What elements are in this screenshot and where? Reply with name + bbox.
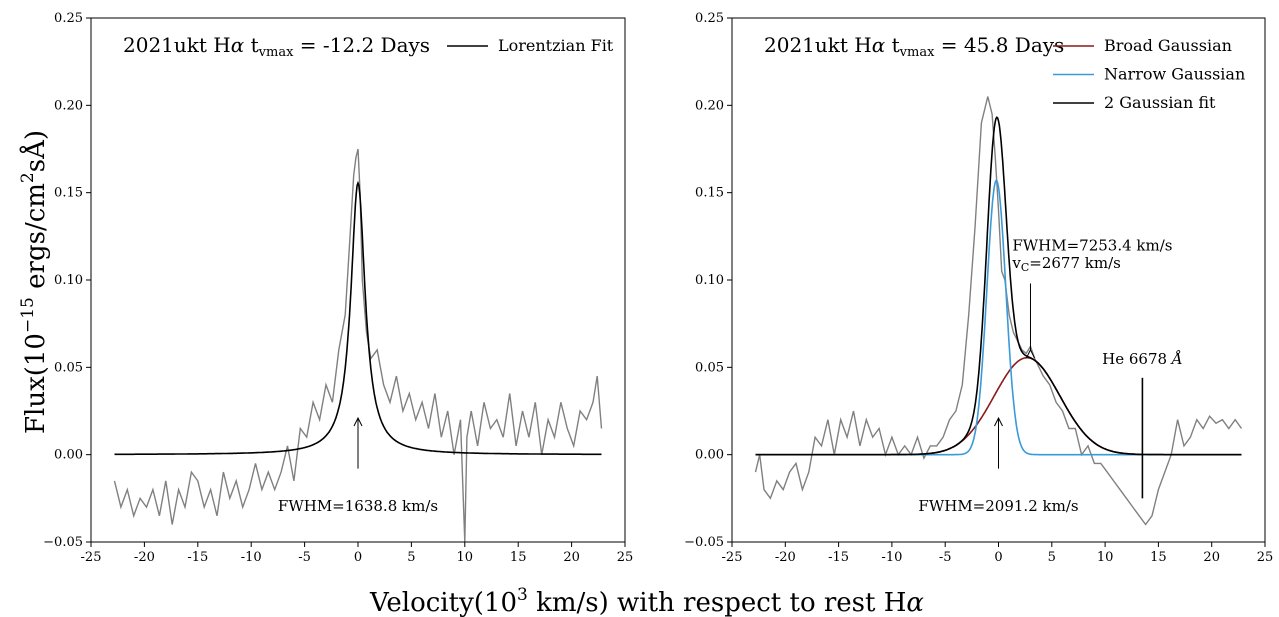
y-tick-label: −0.05 [684,535,724,550]
y-tick-label: 0.10 [695,273,724,288]
x-tick-label: -10 [881,550,902,565]
ylabel-suffix: ergs/cm [21,183,51,297]
x-tick-label: -15 [828,550,849,565]
x-tick-label: 15 [510,550,527,565]
x-tick-label: -10 [241,550,262,565]
y-tick-label: 0.05 [54,360,83,375]
panel-title: 2021ukt Hα tvmax = 45.8 Days [764,33,1064,60]
title-subscript: vmax [258,45,294,60]
title-t: t [885,33,899,57]
series-observed-spectrum [754,96,1243,526]
x-tick-label: -20 [775,550,796,565]
title-subscript: vmax [899,45,935,60]
x-tick-label: -15 [187,550,208,565]
title-t: t [244,33,258,57]
title-prefix: 2021ukt H [123,33,231,57]
x-tick-label: 5 [1048,550,1056,565]
ylabel-end: sÅ) [19,130,51,172]
figure-y-label: Flux(10−15 ergs/cm2sÅ) [18,130,51,434]
y-tick-label: 0.15 [695,186,724,201]
legend-label: Broad Gaussian [1104,36,1232,55]
x-tick-label: 10 [1097,550,1114,565]
ylabel-square: 2 [18,172,38,183]
panel-left: -25 -20 -15 -10 -5 0 5 10 15 20 25 −0.05 0.00 0.05 0.1… [43,11,633,565]
x-tick-label: 0 [354,550,362,565]
he-angstrom: Å [1170,350,1183,368]
x-tick-label: -5 [939,550,952,565]
panel-right: -25 -20 -15 -10 -5 0 5 10 15 20 25 −0.05 0.00 0.05 0.1… [684,11,1273,565]
title-prefix: 2021ukt H [764,33,872,57]
title-value: = 45.8 Days [934,33,1064,57]
x-tick-label: 25 [1257,550,1274,565]
figure-x-label: Velocity(103 km/s) with respect to rest … [369,585,924,617]
x-tick-label: -20 [134,550,155,565]
xlabel-alpha: α [906,588,924,617]
vc-sub: C [1021,261,1029,274]
he-text: He 6678 [1102,350,1172,368]
plot-frame [90,17,626,543]
x-tick-label: -25 [722,550,743,565]
x-tick-label: 20 [563,550,580,565]
x-tick-label: 25 [617,550,634,565]
x-tick-label: 10 [457,550,474,565]
x-tick-label: 0 [994,550,1002,565]
panel-title: 2021ukt Hα tvmax = -12.2 Days [123,33,430,60]
xlabel-suffix: km/s) with respect to rest H [528,588,907,617]
title-alpha: α [872,33,886,57]
x-tick-label: -5 [298,550,311,565]
ylabel-exponent: −15 [18,297,38,333]
annotation-he: He 6678 Å [1102,350,1183,368]
plot-frame [731,17,1266,543]
vc-rest: =2677 km/s [1029,254,1121,272]
xlabel-exponent: 3 [517,585,528,605]
y-tick-label: 0.00 [695,448,724,463]
y-tick-label: 0.25 [695,11,724,26]
series-lorentzian-fit [114,180,602,456]
y-tick-label: 0.00 [54,448,83,463]
vc-v: v [1011,254,1021,272]
title-value: = -12.2 Days [293,33,430,57]
y-tick-label: 0.10 [54,273,83,288]
y-tick-label: 0.15 [54,186,83,201]
y-tick-label: 0.05 [695,360,724,375]
annotation-fwhm: FWHM=1638.8 km/s [278,497,438,515]
series-sum-fit [755,116,1242,456]
x-tick-label: 15 [1150,550,1167,565]
title-alpha: α [231,33,245,57]
series-observed-spectrum [113,148,603,543]
y-tick-label: 0.20 [695,98,724,113]
y-tick-label: 0.20 [54,98,83,113]
legend-label: 2 Gaussian fit [1104,93,1216,112]
annotation-vc: vC=2677 km/s [1011,254,1120,274]
y-tick-label: 0.25 [54,11,83,26]
annotation-broad-fwhm: FWHM=7253.4 km/s [1012,236,1172,254]
ylabel-prefix: Flux(10 [21,333,51,434]
legend-label: Lorentzian Fit [498,36,614,55]
x-tick-label: 20 [1203,550,1220,565]
x-tick-label: -25 [81,550,102,565]
fwhm-broad-arrow-head [1026,348,1035,359]
annotation-narrow-fwhm: FWHM=2091.2 km/s [918,497,1078,515]
fwhm-narrow-arrow-head [994,416,1003,427]
fwhm-arrow-head [353,416,363,427]
y-tick-label: −0.05 [43,535,83,550]
x-tick-label: 5 [407,550,415,565]
legend-label: Narrow Gaussian [1104,65,1245,84]
xlabel-prefix: Velocity(10 [369,588,517,617]
